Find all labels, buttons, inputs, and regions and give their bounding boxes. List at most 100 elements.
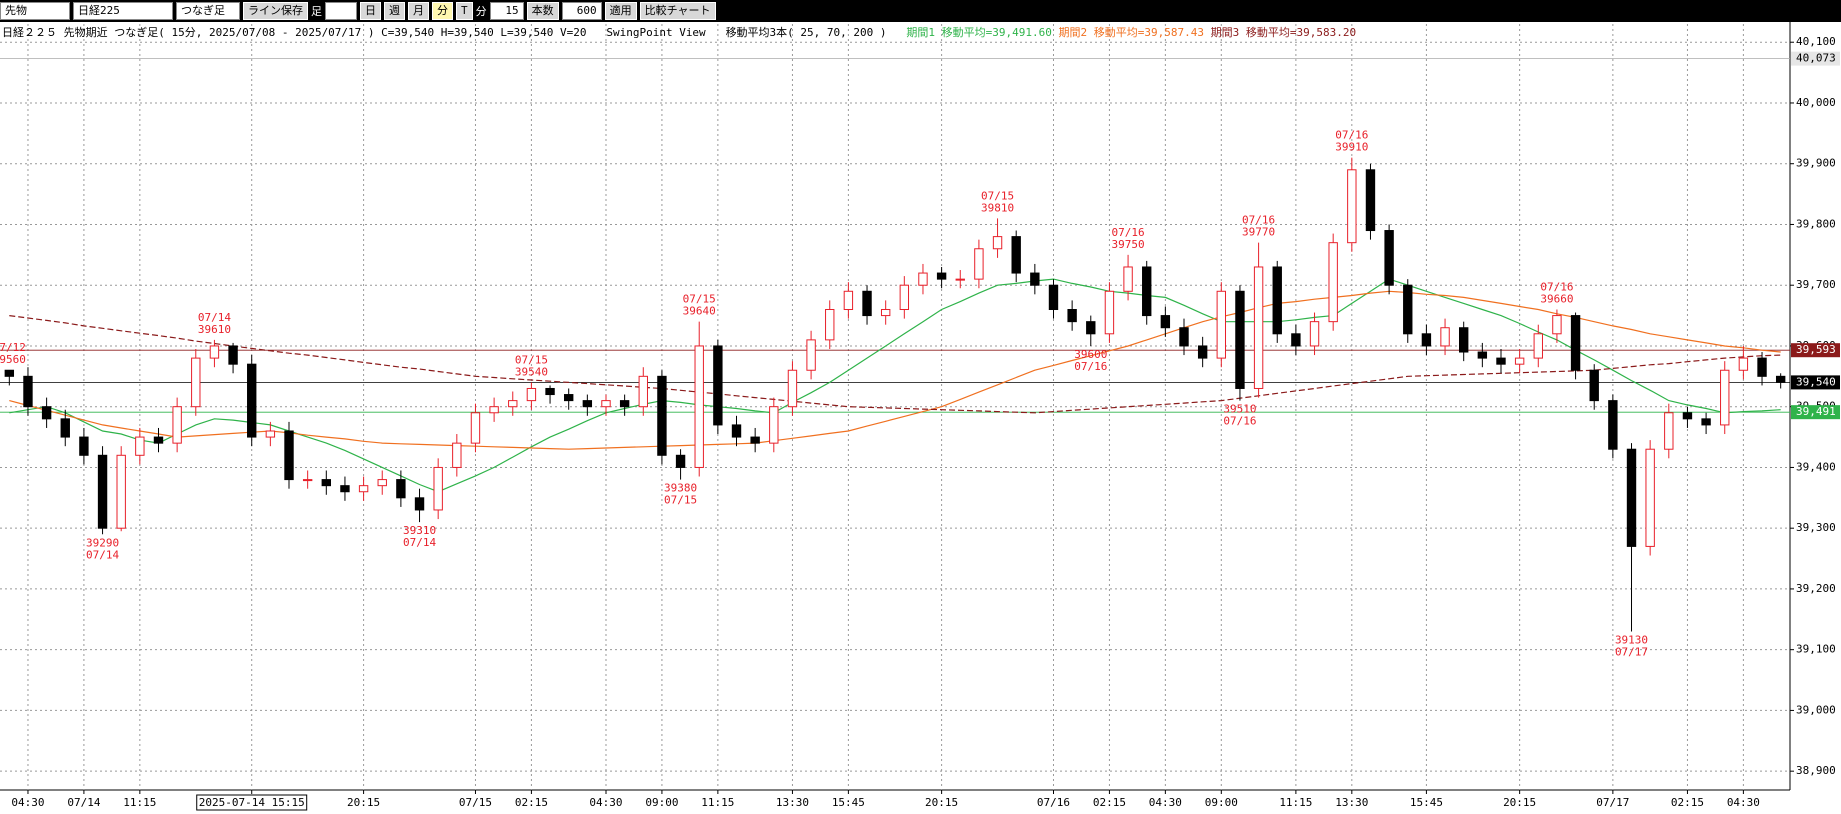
swing-price: 39810 [981,201,1014,214]
candle-body [1048,284,1059,311]
legend-name: 期間1 [906,26,936,39]
x-tick-label: 20:15 [347,796,380,809]
symbol-select[interactable]: 日経225 [73,2,173,20]
candle-body [284,430,294,481]
candle-body [545,387,555,396]
interval-input[interactable]: 15 [489,2,524,20]
candle-body [787,369,798,408]
count-input[interactable]: 600 [561,2,602,20]
candle-body [1682,412,1693,420]
chart: 38,900 39,000 39,100 39,200 39,300 39,400 39,5… [0,22,1841,814]
candle-body [564,394,574,402]
candle-body [60,418,70,438]
candle-body [1347,169,1357,244]
candle-body [1067,309,1077,323]
price-badge-label: 40,073 [1796,52,1836,65]
moving-average [9,290,1781,450]
month-button[interactable]: 月 [408,2,429,20]
candle-body [843,290,854,311]
candle-body [377,479,387,487]
mode-select[interactable]: つなぎ足 [176,2,240,20]
x-tick-label: 09:00 [645,796,678,809]
x-tick-label: 07/16 [1037,796,1070,809]
candle-body [97,454,108,529]
candle-body [825,309,835,341]
candle-body [470,412,481,444]
legend-legend: 移動平均=39,491.60 [941,26,1052,39]
compare-button[interactable]: 比較チャート [639,2,716,20]
candle-body [1235,290,1245,389]
price-badge-label: 39,540 [1796,375,1836,388]
candle-body [1365,169,1376,232]
x-tick-label: 07/15 [459,796,492,809]
save-button[interactable]: ライン保存 [243,2,308,20]
bar-label: 足 [311,5,322,18]
candle-body [992,236,1003,250]
y-tick-label: 39,100 [1796,643,1836,656]
candle-body [1440,327,1450,347]
swing-date: 07/16 [1335,129,1368,142]
x-tick-label: 13:30 [1335,796,1368,809]
candle-body [918,272,928,286]
candle-body [1384,230,1394,286]
x-tick-label: 11:15 [123,796,156,809]
candle-body [750,436,760,444]
week-button[interactable]: 週 [384,2,405,20]
swing-date: 07/14 [86,548,119,561]
candle-body [974,248,984,280]
market-select[interactable]: 先物 [0,2,70,20]
price-badge-label: 39,593 [1796,343,1836,356]
candle-body [209,345,220,359]
swing-price: 39290 [86,536,119,549]
moving-average [9,278,1781,493]
info-view: SwingPoint View [606,26,706,39]
minute-button[interactable]: 分 [432,2,453,20]
candle-body [1328,242,1338,323]
bar-input[interactable] [325,2,357,20]
price-badge [1791,375,1840,390]
candle-body [806,339,816,371]
x-tick-label: 02:15 [515,796,548,809]
x-tick-label: 11:15 [701,796,734,809]
y-tick-label: 39,900 [1796,157,1836,170]
candle-body [1775,375,1786,383]
y-tick-label: 39,300 [1796,521,1836,534]
candle-body [1123,266,1133,292]
apply-button[interactable]: 適用 [604,2,637,20]
x-tick-label: 13:30 [776,796,809,809]
y-tick-label: 39,800 [1796,217,1836,230]
candle-body [1701,418,1711,426]
candle-body [135,436,145,456]
tick-button[interactable]: T [456,2,473,20]
candle-body [172,406,182,444]
x-tick-label: 04:30 [1149,796,1182,809]
y-tick-label: 38,900 [1796,764,1836,777]
candle-body [1216,290,1226,359]
candle-body [489,406,499,414]
legend-name: 期間3 [1210,26,1240,39]
info-line: 日経２２５ 先物期近 つなぎ足( 15分, 2025/07/08 - 2025/… [2,24,1356,40]
legend-legend: 移動平均=39,583.20 [1245,26,1357,39]
candle-body [228,345,238,365]
candle-body [1459,327,1469,353]
candle-body [899,284,910,311]
candle-body [619,400,630,408]
swing-price: 39770 [1242,226,1275,239]
candle-body [1160,315,1171,329]
candle-body [41,406,52,420]
candle-body [1514,357,1525,365]
candle-body [1086,321,1096,335]
candle-body [396,479,406,499]
candle-body [526,387,537,402]
swing-price: 39310 [403,524,436,537]
swing-date: 07/16 [1223,415,1256,428]
swing-date: 07/15 [683,293,716,306]
candle-body [79,436,89,456]
swing-price: 39610 [198,323,231,336]
swing-price: 39510 [1223,403,1256,416]
candle-body [769,406,779,444]
day-button[interactable]: 日 [360,2,381,20]
x-tick-label: 11:15 [1279,796,1312,809]
candle-body [582,400,593,408]
swing-date: 07/15 [515,353,548,366]
